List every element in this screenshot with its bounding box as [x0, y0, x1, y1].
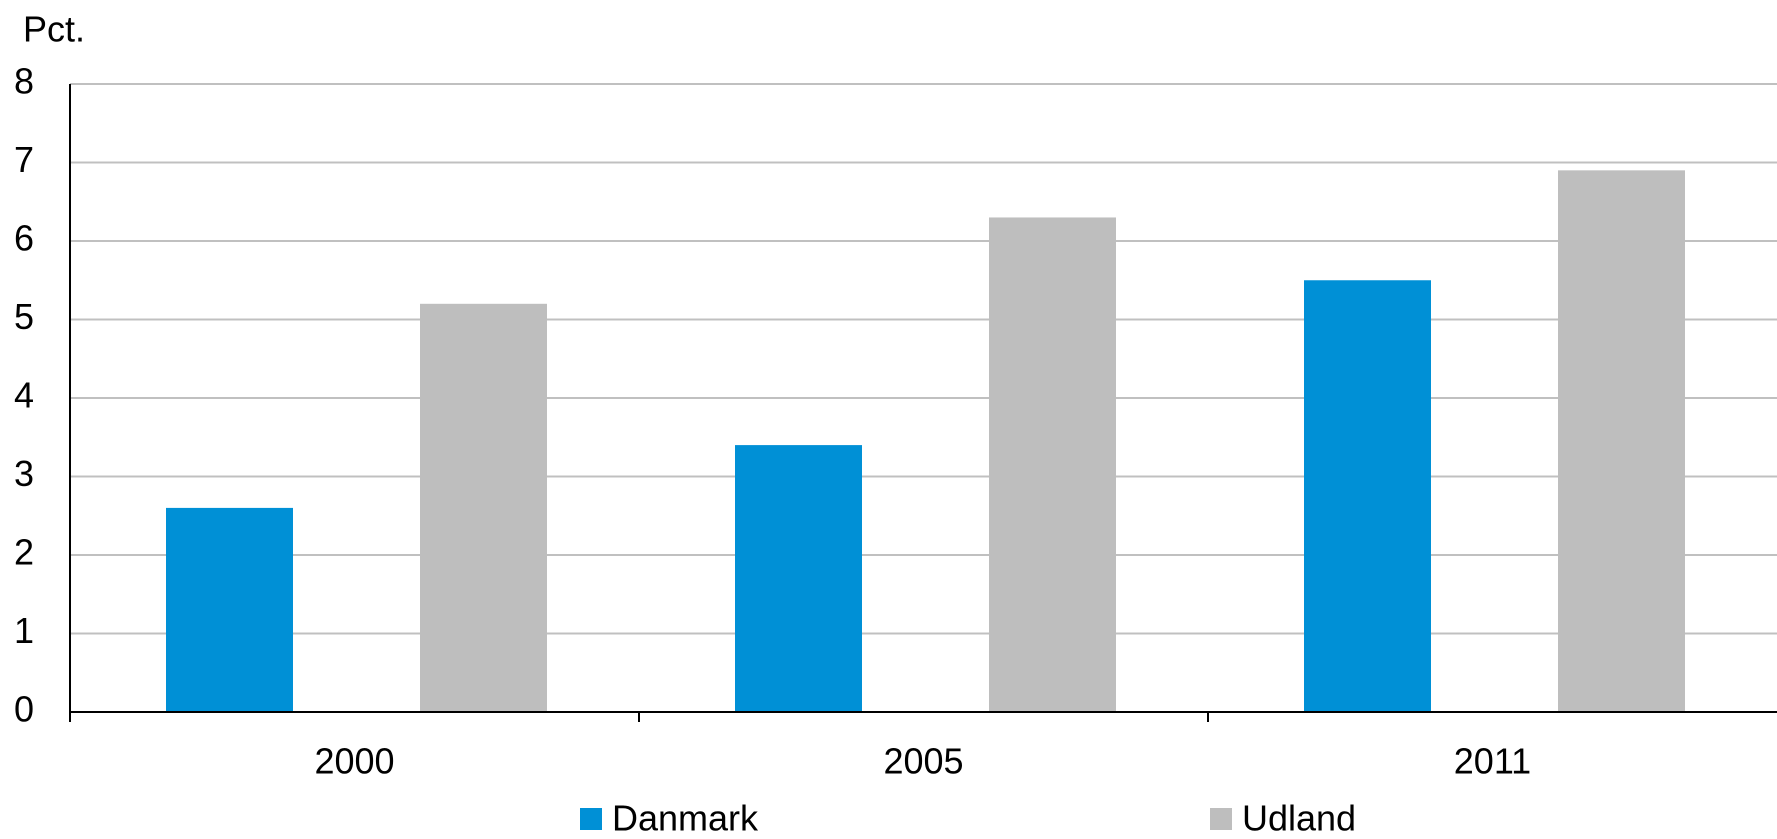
x-tick-label: 2000: [314, 741, 394, 782]
legend-label: Danmark: [612, 798, 759, 839]
x-tick-label: 2011: [1454, 741, 1531, 782]
y-axis-label: Pct.: [23, 9, 85, 50]
y-tick-label: 6: [14, 218, 34, 259]
bar: [735, 445, 862, 712]
y-tick-label: 5: [14, 296, 34, 337]
bar: [420, 303, 547, 712]
y-tick-label: 7: [14, 139, 34, 180]
y-tick-label: 2: [14, 532, 34, 573]
x-tick-label: 2005: [883, 741, 963, 782]
y-tick-label: 1: [14, 610, 34, 651]
legend-swatch: [1210, 808, 1232, 830]
bar: [1558, 170, 1685, 713]
y-tick-label: 0: [14, 689, 34, 730]
legend-swatch: [580, 808, 602, 830]
bar: [989, 217, 1116, 712]
y-tick-label: 8: [14, 61, 34, 102]
bar: [166, 507, 293, 712]
bar: [1304, 280, 1431, 712]
legend-label: Udland: [1242, 798, 1356, 839]
y-tick-label: 3: [14, 453, 34, 494]
y-tick-label: 4: [14, 375, 34, 416]
